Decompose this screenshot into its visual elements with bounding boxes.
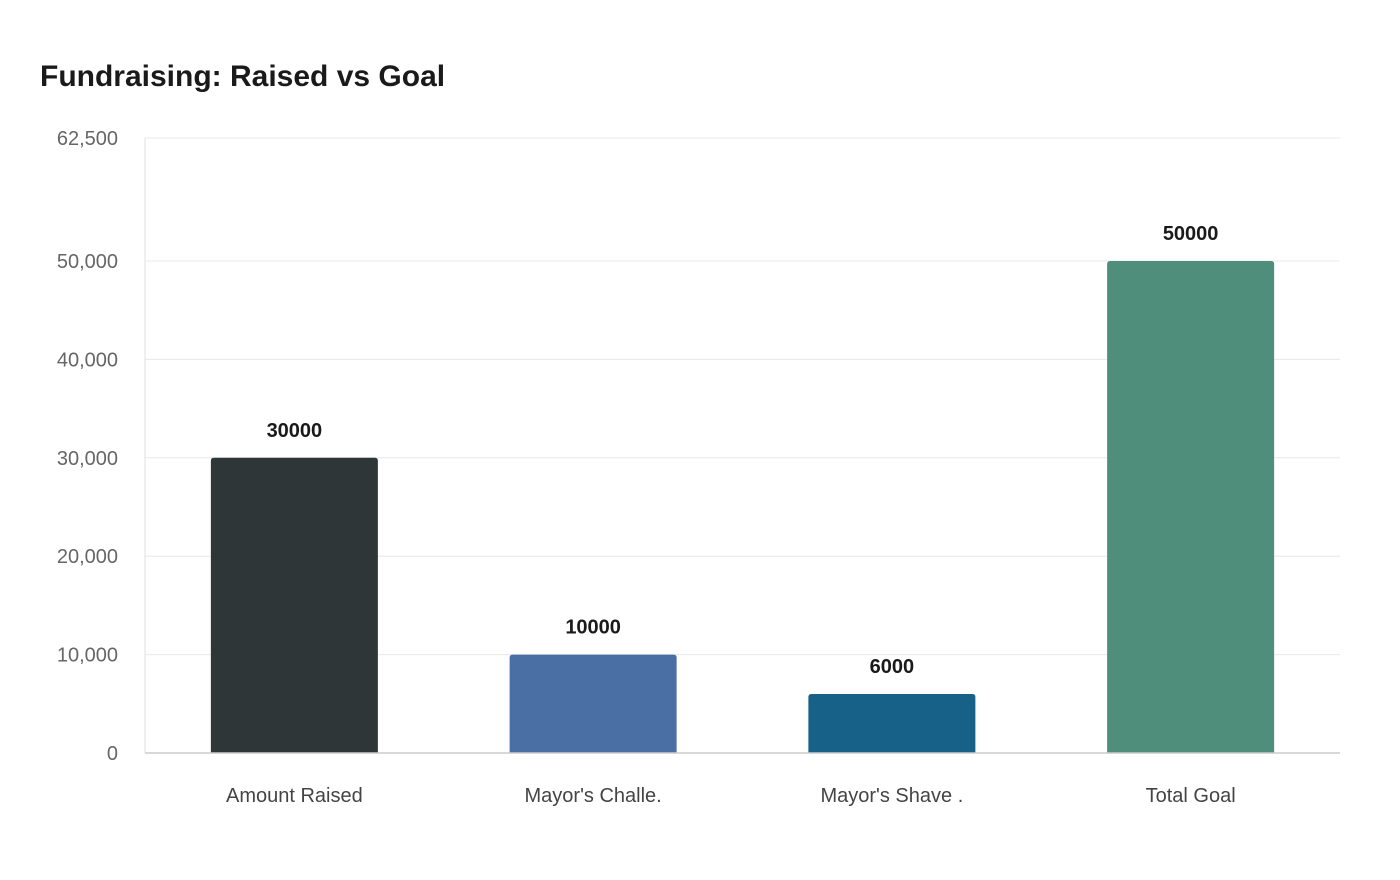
chart-title: Fundraising: Raised vs Goal [40, 60, 446, 93]
y-tick-label: 10,000 [57, 645, 118, 667]
bar [210, 457, 378, 753]
data-label: 10000 [565, 617, 621, 639]
x-tick-label: Mayor's Shave . [820, 785, 963, 807]
x-tick-label: Total Goal [1146, 785, 1236, 807]
y-tick-label: 62,500 [57, 128, 118, 150]
y-tick-label: 50,000 [57, 251, 118, 273]
bar [808, 693, 976, 753]
data-label: 50000 [1163, 223, 1219, 245]
data-label: 6000 [870, 656, 915, 678]
x-tick-label: Mayor's Challe. [525, 785, 662, 807]
bar [509, 654, 677, 753]
x-tick-label: Amount Raised [226, 785, 363, 807]
bar [1107, 261, 1275, 753]
y-tick-label: 0 [107, 743, 118, 765]
data-label: 30000 [267, 420, 323, 442]
y-tick-label: 20,000 [57, 546, 118, 568]
y-tick-label: 40,000 [57, 349, 118, 371]
y-tick-label: 30,000 [57, 448, 118, 470]
